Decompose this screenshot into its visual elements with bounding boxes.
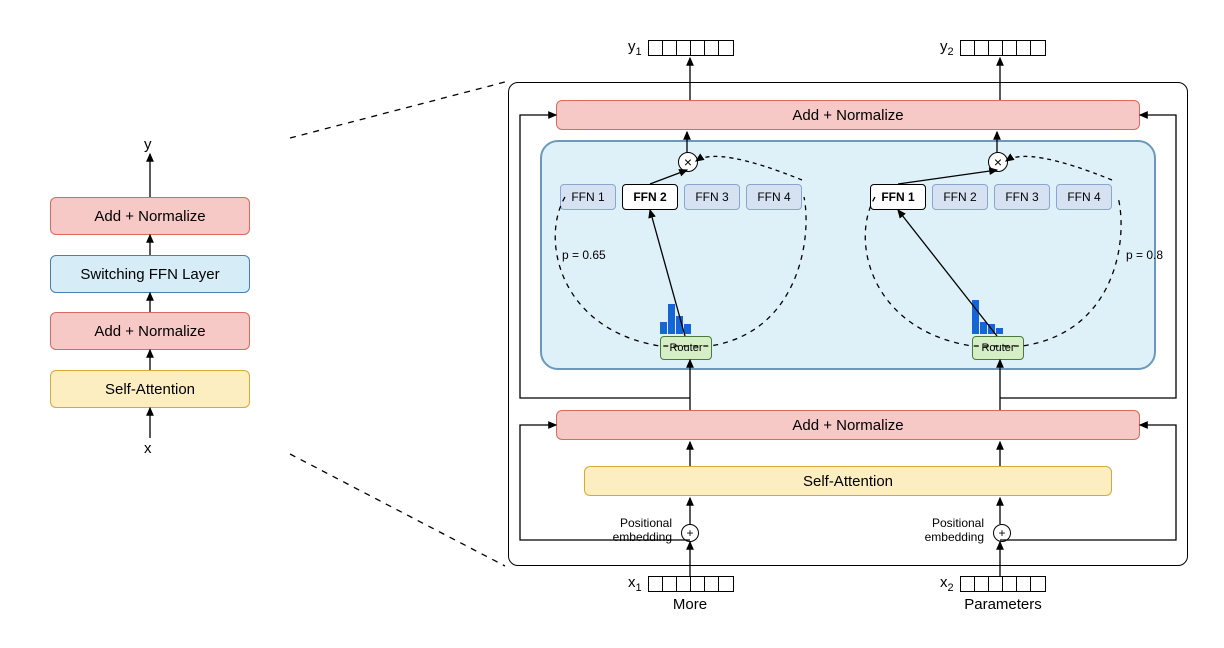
x2-caption: Parameters: [948, 596, 1058, 613]
y1-label: y1: [628, 38, 642, 58]
y2-label: y2: [940, 38, 954, 58]
p-label-0: p = 0.65: [562, 248, 606, 262]
pos-emb-1: Positional embedding: [600, 516, 672, 544]
left-x-label: x: [144, 440, 152, 457]
left-add-norm-1-label: Add + Normalize: [94, 323, 205, 340]
expert-panel: [540, 140, 1156, 370]
y1-token: [648, 40, 734, 56]
pos-emb-2: Positional embedding: [912, 516, 984, 544]
add-norm-top-label: Add + Normalize: [792, 107, 903, 124]
x2-label: x2: [940, 574, 954, 594]
right-self-attention-label: Self-Attention: [803, 473, 893, 490]
p-label-1: p = 0.8: [1126, 248, 1163, 262]
otimes-2-icon: ×: [988, 152, 1008, 172]
ffn-0-1: FFN 2: [622, 184, 678, 210]
ffn-1-3: FFN 4: [1056, 184, 1112, 210]
add-norm-bottom: Add + Normalize: [556, 410, 1140, 440]
router-0: Router: [660, 336, 712, 360]
otimes-1-icon: ×: [678, 152, 698, 172]
right-self-attention: Self-Attention: [584, 466, 1112, 496]
add-norm-top: Add + Normalize: [556, 100, 1140, 130]
x2-token: [960, 576, 1046, 592]
left-add-norm-2: Add + Normalize: [50, 197, 250, 235]
router-1: Router: [972, 336, 1024, 360]
left-add-norm-2-label: Add + Normalize: [94, 208, 205, 225]
left-self-attention: Self-Attention: [50, 370, 250, 408]
x1-label: x1: [628, 574, 642, 594]
left-add-norm-1: Add + Normalize: [50, 312, 250, 350]
oplus-2-icon: +: [993, 524, 1011, 542]
x1-caption: More: [648, 596, 732, 613]
router-bars-0: [660, 300, 691, 334]
oplus-1-icon: +: [681, 524, 699, 542]
y2-token: [960, 40, 1046, 56]
ffn-0-3: FFN 4: [746, 184, 802, 210]
left-self-attention-label: Self-Attention: [105, 381, 195, 398]
left-switching-ffn: Switching FFN Layer: [50, 255, 250, 293]
x1-token: [648, 576, 734, 592]
left-y-label: y: [144, 136, 152, 153]
add-norm-bottom-label: Add + Normalize: [792, 417, 903, 434]
ffn-1-2: FFN 3: [994, 184, 1050, 210]
ffn-0-2: FFN 3: [684, 184, 740, 210]
left-switching-ffn-label: Switching FFN Layer: [80, 266, 219, 283]
ffn-1-0: FFN 1: [870, 184, 926, 210]
router-bars-1: [972, 300, 1003, 334]
ffn-1-1: FFN 2: [932, 184, 988, 210]
ffn-0-0: FFN 1: [560, 184, 616, 210]
